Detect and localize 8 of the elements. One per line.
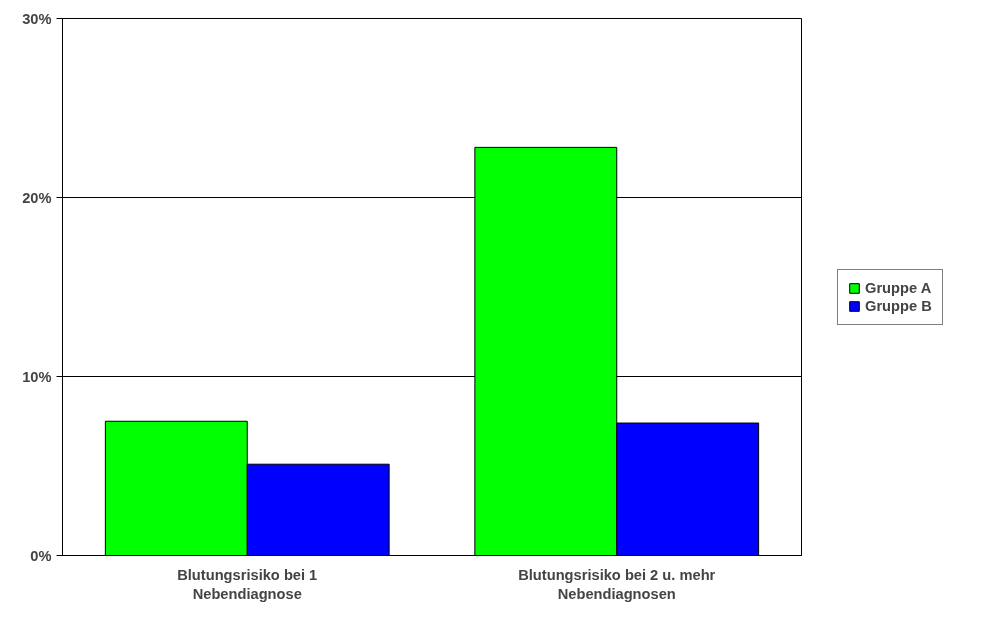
y-tick-label: 30% — [22, 10, 52, 27]
legend-label: Gruppe A — [865, 280, 932, 296]
y-tick-label: 10% — [22, 368, 52, 385]
y-tick-label: 20% — [22, 189, 52, 206]
x-tick-label: Blutungsrisiko bei 1 Nebendiagnose — [177, 566, 318, 602]
x-tick-label: Blutungsrisiko bei 2 u. mehr Nebendiagnosen — [518, 566, 716, 602]
y-tick-label: 0% — [30, 547, 52, 564]
legend-label: Gruppe B — [865, 298, 932, 314]
